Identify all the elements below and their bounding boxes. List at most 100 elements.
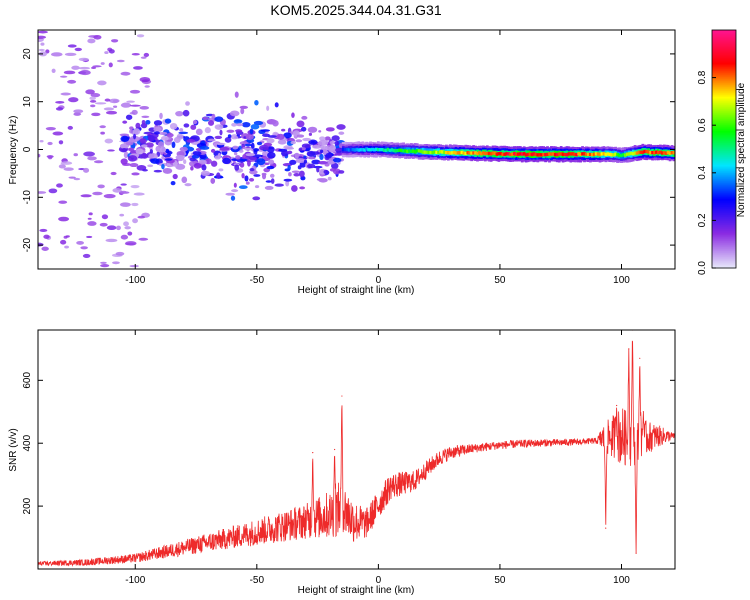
spectrogram-ridge-cell <box>627 152 631 156</box>
spectrogram-blob <box>129 129 134 134</box>
spectrogram-blob <box>112 188 122 193</box>
colorbar-segment <box>712 218 736 221</box>
spectrogram-ridge-cell <box>423 150 427 154</box>
spectrogram-blob <box>153 120 163 126</box>
spectrogram-blob <box>254 185 260 189</box>
spectrogram-blob <box>119 190 127 194</box>
colorbar-segment <box>712 192 736 195</box>
spectrogram-blob <box>59 75 68 78</box>
colorbar-segment <box>712 182 736 185</box>
spectrogram-blob <box>99 125 106 129</box>
spectrogram-blob <box>78 66 91 70</box>
spectrogram-ridge-cell <box>653 151 656 155</box>
spectrogram-blob <box>116 225 121 231</box>
spectrogram-blob <box>139 138 147 144</box>
spectrogram-blob <box>100 131 105 135</box>
colorbar-tick-label: 0.0 <box>697 261 708 275</box>
spectrogram-ridge-cell <box>421 150 425 154</box>
spectrogram-ridge-cell <box>450 151 454 155</box>
spectrogram-blob <box>55 107 64 111</box>
spectrogram-blob <box>241 172 245 179</box>
spectrogram-blob <box>210 177 216 184</box>
spectrogram-blob <box>233 182 237 188</box>
spectrogram-blob <box>132 128 141 135</box>
spectrogram-marks <box>38 30 675 268</box>
spectrogram-blob <box>338 170 345 174</box>
spectrogram-blob <box>39 140 44 143</box>
colorbar-segment <box>712 84 736 87</box>
spectrogram-blob <box>182 109 190 117</box>
snr-panel: -100 -50 0 50 100 200 400 600 Height of straigh… <box>8 329 676 596</box>
spectrogram-ridge-cell <box>569 152 573 156</box>
spectrogram-blob <box>319 149 324 154</box>
spectrogram-blob <box>116 59 125 63</box>
spectrogram-blob <box>119 213 125 217</box>
spectrogram-blob <box>64 245 69 249</box>
spectrogram-blob <box>127 231 133 236</box>
colorbar-segment <box>712 246 736 249</box>
spectrogram-blob <box>115 251 125 256</box>
spectrogram-ridge-cell <box>501 152 505 157</box>
spectrogram-ridge-cell <box>551 152 555 156</box>
spectrogram-ridge-cell <box>472 151 476 155</box>
spectrogram-ridge-cell <box>347 148 351 152</box>
spectrogram-blob <box>262 147 269 151</box>
spectrogram-ridge-cell <box>439 150 442 154</box>
spectrogram-blob <box>207 120 215 126</box>
spectrogram-blob <box>229 110 240 117</box>
colorbar-segment <box>712 214 736 217</box>
colorbar-segment <box>712 126 736 129</box>
spectrogram-blob <box>160 135 169 141</box>
spectrogram-ridge-cell <box>444 150 448 155</box>
spectrogram-ridge-cell <box>468 151 472 155</box>
colorbar-segment <box>712 80 736 83</box>
spectrogram-blob <box>48 155 53 160</box>
colorbar-segment <box>712 224 736 227</box>
colorbar-segment <box>712 158 736 161</box>
spectrogram-blob <box>122 120 128 124</box>
spectrogram-ridge-cell <box>563 152 567 157</box>
spectrogram-blob <box>129 163 139 168</box>
spectrogram-blob <box>161 163 165 170</box>
spectrogram-blob <box>256 141 263 146</box>
colorbar-segment <box>712 258 736 261</box>
spectrogram-blob <box>142 169 148 172</box>
spectrogram-blob <box>90 104 96 108</box>
spectrogram-blob <box>47 141 53 146</box>
spectrogram-ridge-cell <box>382 148 386 152</box>
spectrogram-ridge-cell <box>388 148 392 153</box>
spectrogram-blob <box>135 122 141 129</box>
spectrogram-ridge-cell <box>586 152 590 157</box>
colorbar-segment <box>712 176 736 179</box>
spectrogram-blob <box>210 160 218 167</box>
spectrogram-ridge-cell <box>575 153 579 157</box>
spectrogram-ridge-cell <box>404 149 407 153</box>
spectrogram-ridge-cell <box>538 152 542 157</box>
spectrogram-blob <box>324 136 331 141</box>
spectrogram-blob <box>45 126 56 131</box>
spectrogram-blob <box>179 128 184 132</box>
spectrogram-blob <box>261 172 267 176</box>
spectrogram-ridge-cell <box>351 147 355 152</box>
spectrogram-blob <box>295 139 303 143</box>
colorbar-segment <box>712 40 736 43</box>
spectrogram-blob <box>240 107 245 115</box>
spectrogram-ridge-cell <box>411 149 415 153</box>
snr-axes: -100 -50 0 50 100 200 400 600 <box>22 330 675 586</box>
spectrogram-ridge-cell <box>363 148 367 152</box>
spectrogram-ridge-cell <box>515 152 518 157</box>
spectrogram-ridge-cell <box>553 152 557 157</box>
spectrogram-blob <box>127 147 135 151</box>
colorbar-segment <box>712 162 736 165</box>
spectrogram-blob <box>55 101 65 104</box>
colorbar-segment <box>712 128 736 131</box>
chart-title: KOM5.2025.344.04.31.G31 <box>270 2 441 18</box>
spectrogram-blob <box>216 142 226 146</box>
spectrogram-blob <box>87 221 97 226</box>
spectrogram-xtick-label: 0 <box>376 275 382 286</box>
spectrogram-blob <box>181 176 188 184</box>
colorbar-segment <box>712 256 736 259</box>
colorbar-segment <box>712 96 736 99</box>
colorbar-frame <box>711 29 737 269</box>
spectrogram-ridge-cell <box>658 150 662 154</box>
